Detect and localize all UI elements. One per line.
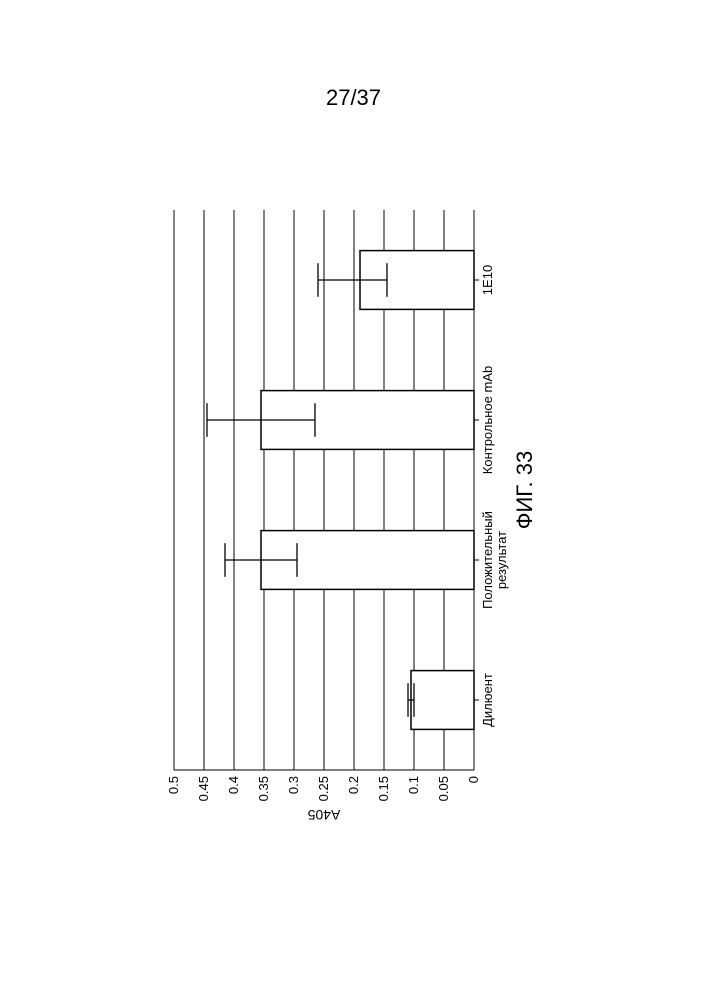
svg-text:0.1: 0.1 — [406, 776, 421, 794]
svg-text:ФИГ. 33: ФИГ. 33 — [512, 451, 537, 529]
svg-text:0.4: 0.4 — [226, 776, 241, 794]
svg-text:0: 0 — [466, 776, 481, 783]
page: 27/37 0 0.05 0.1 0.15 0.2 0.25 0.3 0.35 0.4 0.45 0… — [0, 0, 707, 1000]
svg-text:0.2: 0.2 — [346, 776, 361, 794]
bar-chart: 0 0.05 0.1 0.15 0.2 0.25 0.3 0.35 0.4 0.45 0.5 A405… — [164, 170, 544, 830]
svg-text:Положительный: Положительный — [480, 511, 495, 609]
svg-text:A405: A405 — [307, 807, 340, 823]
svg-text:0.25: 0.25 — [316, 776, 331, 801]
svg-text:0.35: 0.35 — [256, 776, 271, 801]
svg-text:0.3: 0.3 — [286, 776, 301, 794]
chart-container: 00.050.10.150.20.250.30.350.40.450.5A405… — [24, 310, 684, 690]
chart-svg-holder: 0 0.05 0.1 0.15 0.2 0.25 0.3 0.35 0.4 0.45 0.5 A405… — [164, 170, 544, 830]
svg-text:Контрольное mAb: Контрольное mAb — [480, 366, 495, 474]
svg-text:0.15: 0.15 — [376, 776, 391, 801]
page-number: 27/37 — [0, 85, 707, 111]
svg-text:0.05: 0.05 — [436, 776, 451, 801]
chart-rotator: 0 0.05 0.1 0.15 0.2 0.25 0.3 0.35 0.4 0.45 0.5 A405… — [164, 170, 544, 830]
svg-text:0.5: 0.5 — [166, 776, 181, 794]
svg-text:результат: результат — [494, 531, 509, 589]
svg-text:0.45: 0.45 — [196, 776, 211, 801]
svg-text:1E10: 1E10 — [480, 265, 495, 295]
svg-text:Дилюент: Дилюент — [480, 673, 495, 727]
